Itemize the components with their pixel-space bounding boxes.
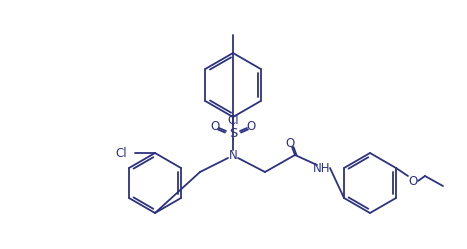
Text: Cl: Cl	[115, 146, 127, 160]
Text: O: O	[285, 136, 295, 149]
Text: O: O	[247, 120, 255, 132]
Text: S: S	[229, 126, 237, 139]
Text: N: N	[229, 148, 237, 162]
Text: Cl: Cl	[227, 114, 239, 127]
Text: NH: NH	[313, 162, 331, 175]
Text: O: O	[210, 120, 219, 132]
Text: O: O	[408, 175, 417, 187]
